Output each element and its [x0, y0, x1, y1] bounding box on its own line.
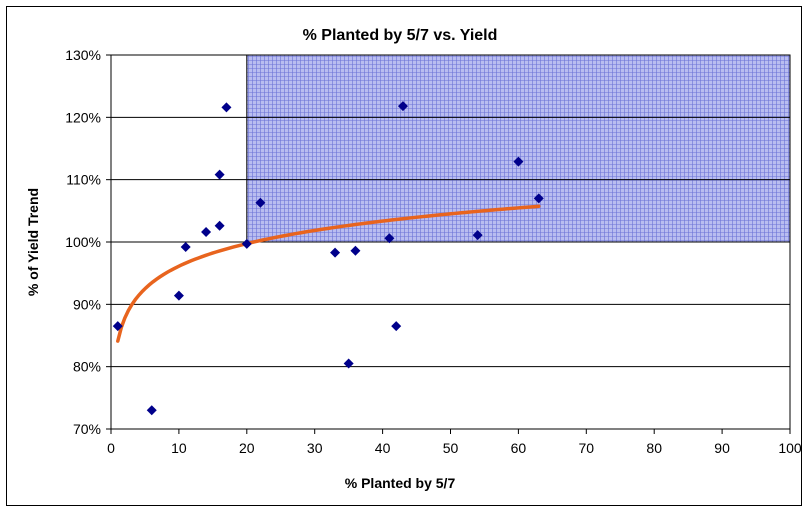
x-tick-label: 90 [714, 440, 730, 456]
highlight-region [246, 54, 791, 243]
data-point [472, 230, 483, 241]
data-points-layer [112, 101, 544, 416]
trendline [116, 204, 541, 343]
x-tick-label: 60 [511, 440, 527, 456]
data-point [397, 101, 408, 112]
x-tick-label: 30 [307, 440, 323, 456]
data-point [533, 193, 544, 204]
data-point [513, 156, 524, 167]
x-tick-label: 70 [579, 440, 595, 456]
x-tick-label: 10 [171, 440, 187, 456]
x-axis-title: % Planted by 5/7 [345, 475, 456, 491]
x-tick-label: 100 [778, 440, 802, 456]
x-tick-label: 40 [375, 440, 391, 456]
data-point [201, 227, 212, 238]
y-tick-label: 70% [73, 421, 101, 437]
data-point [255, 197, 266, 208]
data-point [221, 102, 232, 113]
data-point [343, 358, 354, 369]
data-point [214, 220, 225, 231]
x-tick-labels: 0 10 20 30 40 50 60 70 80 90 100 [107, 429, 802, 456]
y-tick-label: 110% [66, 172, 101, 188]
highlight-region-layer [246, 54, 791, 243]
x-tick-label: 20 [239, 440, 255, 456]
data-point [350, 245, 361, 256]
data-point [173, 290, 184, 301]
data-point [214, 169, 225, 180]
data-point [384, 233, 395, 244]
y-tick-label: 130% [65, 47, 101, 63]
y-tick-label: 80% [73, 359, 101, 375]
data-point [180, 241, 191, 252]
y-tick-labels: 70% 80% 90% 100% 110% 120% 130% [65, 47, 101, 437]
x-tick-label: 80 [646, 440, 662, 456]
x-tick-label: 0 [107, 440, 115, 456]
data-point [241, 238, 252, 249]
x-tick-label: 50 [443, 440, 459, 456]
y-axis-title: % of Yield Trend [25, 188, 41, 296]
y-tick-label: 90% [73, 296, 101, 312]
data-point [391, 321, 402, 332]
trendline-layer [116, 204, 541, 343]
y-tick-label: 100% [65, 234, 101, 250]
data-point [330, 247, 341, 258]
data-point [146, 405, 157, 416]
chart-title: % Planted by 5/7 vs. Yield [303, 27, 498, 44]
y-tick-label: 120% [65, 109, 101, 125]
data-point [112, 321, 123, 332]
